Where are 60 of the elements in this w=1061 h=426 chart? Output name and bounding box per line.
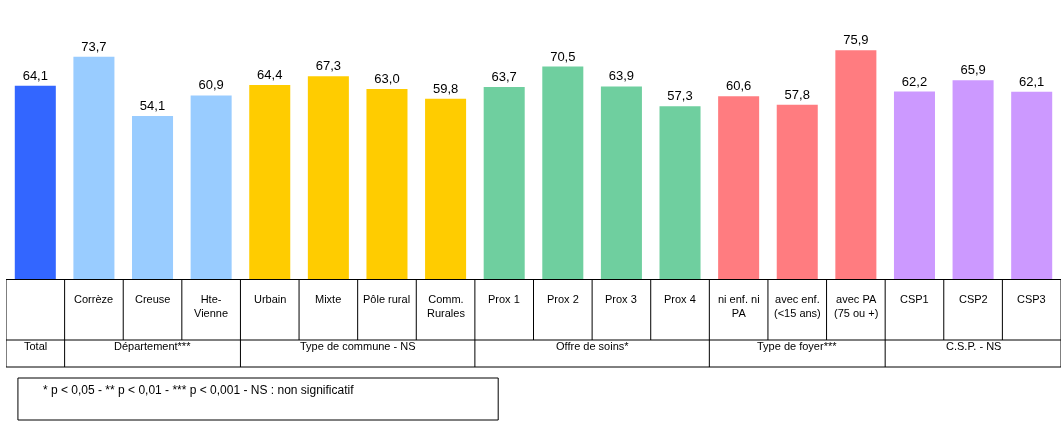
x-tick-label: Pôle rural	[363, 293, 411, 305]
bar	[307, 76, 349, 279]
x-tick-label: Prox 1	[488, 293, 520, 305]
x-tick-label: Corrèze	[74, 293, 114, 305]
bar	[366, 89, 408, 279]
text: Type de foyer***	[757, 340, 838, 352]
x-tick-label: Urbain	[254, 293, 287, 305]
x-tick-label: Creuse	[135, 293, 171, 305]
x-tick-label: Comm. Rurales	[427, 293, 466, 320]
bar	[776, 104, 818, 279]
data-label: 73,7	[81, 38, 107, 54]
data-label: 57,3	[667, 88, 693, 104]
x-tick-label: Hte- Vienne	[194, 293, 229, 320]
data-label: 67,3	[315, 58, 342, 74]
data-label: 70,5	[550, 48, 576, 64]
data-label: 75,9	[843, 32, 869, 48]
x-tick-label: ni enf. ni PA	[718, 293, 760, 320]
bar	[600, 86, 642, 279]
x-tick-label: avec PA (75 ou +)	[834, 293, 879, 320]
bar	[483, 86, 525, 279]
bar	[952, 80, 994, 279]
text: C.S.P. - NS	[946, 340, 1002, 352]
bar	[249, 84, 291, 279]
data-label: 62,2	[901, 73, 928, 89]
text: Type de commune - NS	[300, 340, 416, 352]
bar	[73, 56, 115, 279]
text: Département***	[114, 340, 192, 352]
x-tick-label: avec enf. (<15 ans)	[774, 293, 821, 320]
text: Offre de soins*	[556, 340, 630, 352]
text: Total	[24, 340, 48, 352]
data-label: 57,8	[784, 86, 810, 102]
x-tick-label: CSP3	[1017, 293, 1046, 305]
data-label: 64,1	[22, 67, 48, 83]
data-label: 54,1	[139, 97, 166, 113]
data-label: 60,9	[198, 77, 224, 93]
x-tick-label: Prox 2	[547, 293, 579, 305]
bar	[893, 91, 935, 279]
data-label: 60,6	[725, 78, 752, 94]
bar	[659, 106, 701, 279]
bar	[542, 66, 584, 279]
bar	[190, 95, 232, 279]
text: * p < 0,05 - ** p < 0,01 - *** p < 0,001 - NS : non significatif	[43, 383, 355, 397]
bar	[14, 85, 56, 279]
data-label: 65,9	[960, 62, 986, 78]
data-label: 59,8	[432, 80, 459, 96]
x-tick-label: Prox 3	[605, 293, 637, 305]
bar	[1011, 91, 1053, 279]
data-label: 62,1	[1019, 73, 1045, 89]
x-tick-label: CSP1	[900, 293, 929, 305]
x-tick-label: Mixte	[315, 293, 342, 305]
data-label: 63,0	[374, 71, 400, 87]
x-tick-label: CSP2	[959, 293, 988, 305]
bar	[835, 50, 877, 279]
bar	[718, 96, 760, 279]
bar	[132, 115, 174, 279]
data-label: 63,7	[491, 68, 517, 84]
x-tick-label: Prox 4	[664, 293, 696, 305]
bar	[425, 98, 467, 279]
data-label: 63,9	[608, 68, 635, 84]
data-label: 64,4	[257, 66, 283, 82]
